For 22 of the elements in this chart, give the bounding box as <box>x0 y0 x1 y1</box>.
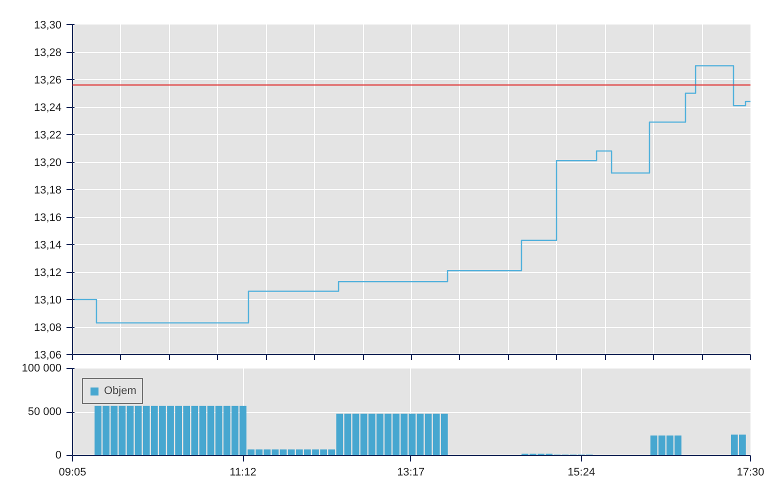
y-tick-label: 13,24 <box>34 102 62 114</box>
x-tick-label: 17:30 <box>736 466 764 478</box>
x-tick-label: 15:24 <box>568 466 596 478</box>
y-tick-label: 13,12 <box>34 267 62 279</box>
y-tick-label: 13,28 <box>34 47 62 59</box>
x-tick-label: 11:12 <box>230 466 256 478</box>
legend-label: Objem <box>104 385 136 397</box>
y-tick-label: 13,18 <box>34 184 62 196</box>
y-tick-label: 13,06 <box>34 350 62 362</box>
y-tick-label: 0 <box>55 450 62 462</box>
y-tick-label: 13,14 <box>34 240 62 252</box>
x-tick-label: 13:17 <box>397 466 425 478</box>
y-tick-label: 13,20 <box>34 157 62 169</box>
y-tick-label: 13,16 <box>34 212 62 224</box>
y-tick-label: 13,30 <box>34 20 62 32</box>
y-tick-label: 13,22 <box>34 130 62 142</box>
y-tick-label: 13,08 <box>34 322 62 334</box>
y-tick-label: 50 000 <box>28 406 62 418</box>
y-tick-label: 13,10 <box>34 294 62 306</box>
y-tick-label: 100 000 <box>22 362 62 374</box>
y-tick-label: 13,26 <box>34 74 62 86</box>
x-tick-label: 09:05 <box>58 466 86 478</box>
